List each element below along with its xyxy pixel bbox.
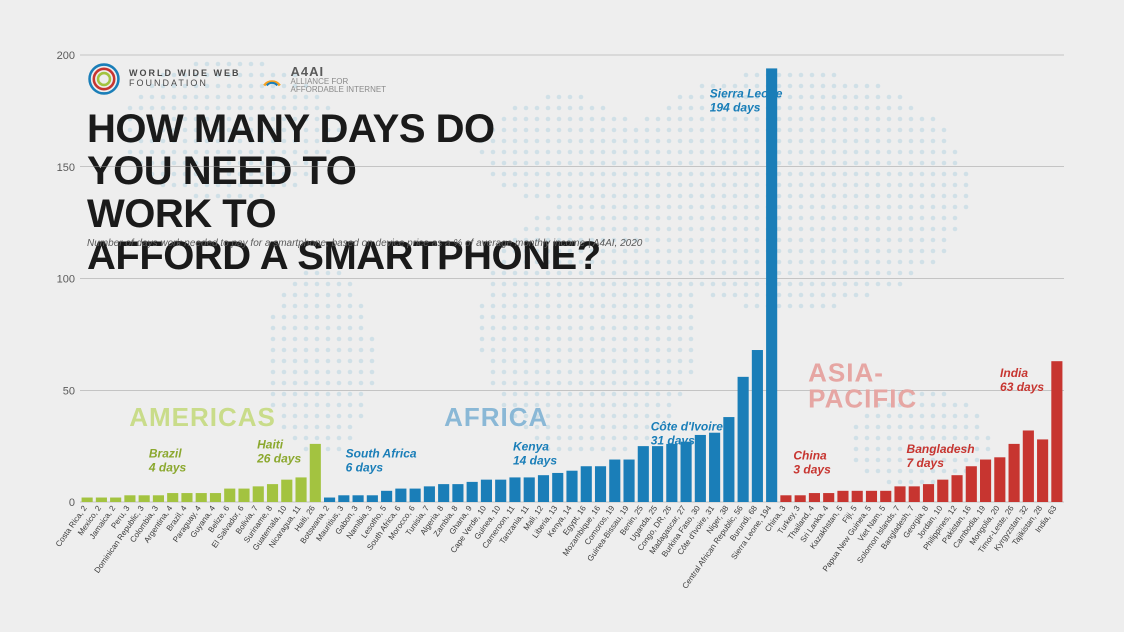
bar-bolivia	[253, 486, 264, 502]
callout-days: 31 days	[651, 433, 695, 447]
callout-days: 7 days	[907, 456, 945, 470]
bar-haiti	[310, 444, 321, 502]
bar-burundi	[752, 350, 763, 502]
bar-mexico	[96, 498, 107, 502]
bar-viet-nam	[880, 491, 891, 502]
bar-guinea-bissau	[623, 460, 634, 502]
bar-comoros	[609, 460, 620, 502]
bar-benin	[638, 446, 649, 502]
region-label-asia- pacific: PACIFIC	[808, 383, 917, 413]
bar-tunisia	[424, 486, 435, 502]
bar-jordan	[937, 480, 948, 502]
bar-burkina-faso	[695, 435, 706, 502]
bar-tanzania	[524, 477, 535, 502]
bar-liberia	[552, 473, 563, 502]
bar-cape-verde	[481, 480, 492, 502]
bar-ghana	[467, 482, 478, 502]
bar-south-africa	[395, 489, 406, 502]
bar-mali	[538, 475, 549, 502]
bar-solomon-islands	[894, 486, 905, 502]
bar-morocco	[410, 489, 421, 502]
bar-namibia	[367, 495, 378, 502]
bar-guinea	[495, 480, 506, 502]
bar-india	[1051, 361, 1062, 502]
bar-guyana	[210, 493, 221, 502]
region-label-africa: AFRICA	[444, 402, 548, 432]
bar-gabon	[353, 495, 364, 502]
bar-georgia	[923, 484, 934, 502]
bar-thailand	[809, 493, 820, 502]
callout-haiti: Haiti	[257, 437, 284, 451]
callout-days: 63 days	[1000, 380, 1044, 394]
bar-el-salvador	[238, 489, 249, 502]
callout-days: 6 days	[346, 460, 384, 474]
bar-cambodia	[980, 460, 991, 502]
callout-south-africa: South Africa	[346, 446, 417, 460]
callout-days: 26 days	[256, 451, 301, 465]
callout-india: India	[1000, 366, 1028, 380]
bar-fiji	[852, 491, 863, 502]
bar-turkey	[795, 495, 806, 502]
callout-bangladesh: Bangladesh	[907, 442, 975, 456]
bar-zambia	[452, 484, 463, 502]
bar-kyrgyzstan	[1023, 430, 1034, 502]
bar-brazil	[181, 493, 192, 502]
bar-egypt	[581, 466, 592, 502]
bar-kazakhstan	[837, 491, 848, 502]
bar-argentina	[167, 493, 178, 502]
callout-days: 3 days	[793, 463, 831, 477]
bar-sierra-leone	[766, 68, 777, 502]
callout-days: 194 days	[710, 100, 761, 114]
svg-text:50: 50	[63, 385, 75, 397]
svg-text:150: 150	[57, 162, 75, 174]
callout-days: 14 days	[513, 454, 557, 468]
bar-colombia	[153, 495, 164, 502]
bar-mongolia	[994, 457, 1005, 502]
bar-lesotho	[381, 491, 392, 502]
callout-kenya: Kenya	[513, 440, 549, 454]
bar-guatemala	[281, 480, 292, 502]
bar-dominican-republic	[139, 495, 150, 502]
bar-peru	[124, 495, 135, 502]
bar-nicaragua	[295, 477, 306, 502]
region-label-americas: AMERICAS	[129, 402, 276, 432]
chart-plot: 050100150200Costa Rica, 2Mexico, 2Jamaic…	[55, 50, 1069, 592]
svg-text:100: 100	[57, 274, 75, 286]
callout-china: China	[793, 449, 827, 463]
bar-central-african-republic	[738, 377, 749, 502]
bar-algeria	[438, 484, 449, 502]
bar-sri-lanka	[823, 493, 834, 502]
callout-sierra-leone: Sierra Leone	[710, 86, 783, 100]
bar-timor-leste	[1009, 444, 1020, 502]
bar-belize	[224, 489, 235, 502]
bar-cameroon	[509, 477, 520, 502]
callout-brazil: Brazil	[149, 446, 182, 460]
bar-china	[780, 495, 791, 502]
callout-days: 4 days	[148, 460, 187, 474]
bar-niger	[723, 417, 734, 502]
svg-text:200: 200	[57, 50, 75, 62]
bar-pakistan	[966, 466, 977, 502]
bar-philippines	[951, 475, 962, 502]
bar-c-te-d-ivoire	[709, 433, 720, 502]
bar-kenya	[566, 471, 577, 502]
bar-mozambique	[595, 466, 606, 502]
chart-container: WORLD WIDE WEB FOUNDATION A4AI ALLIANCE …	[55, 50, 1069, 592]
svg-text:0: 0	[69, 497, 75, 509]
bar-jamaica	[110, 498, 121, 502]
bar-botswana	[324, 498, 335, 502]
bar-suriname	[267, 484, 278, 502]
bar-tajikistan	[1037, 439, 1048, 502]
bar-mauritius	[338, 495, 349, 502]
bar-bangladesh	[909, 486, 920, 502]
bar-madagascar	[681, 442, 692, 502]
bar-uganda	[652, 446, 663, 502]
bar-papua-new-guinea	[866, 491, 877, 502]
bar-paraguay	[196, 493, 207, 502]
callout-c-te-d-ivoire: Côte d'Ivoire	[651, 419, 724, 433]
bar-congo-dr	[666, 444, 677, 502]
bar-costa-rica	[82, 498, 93, 502]
